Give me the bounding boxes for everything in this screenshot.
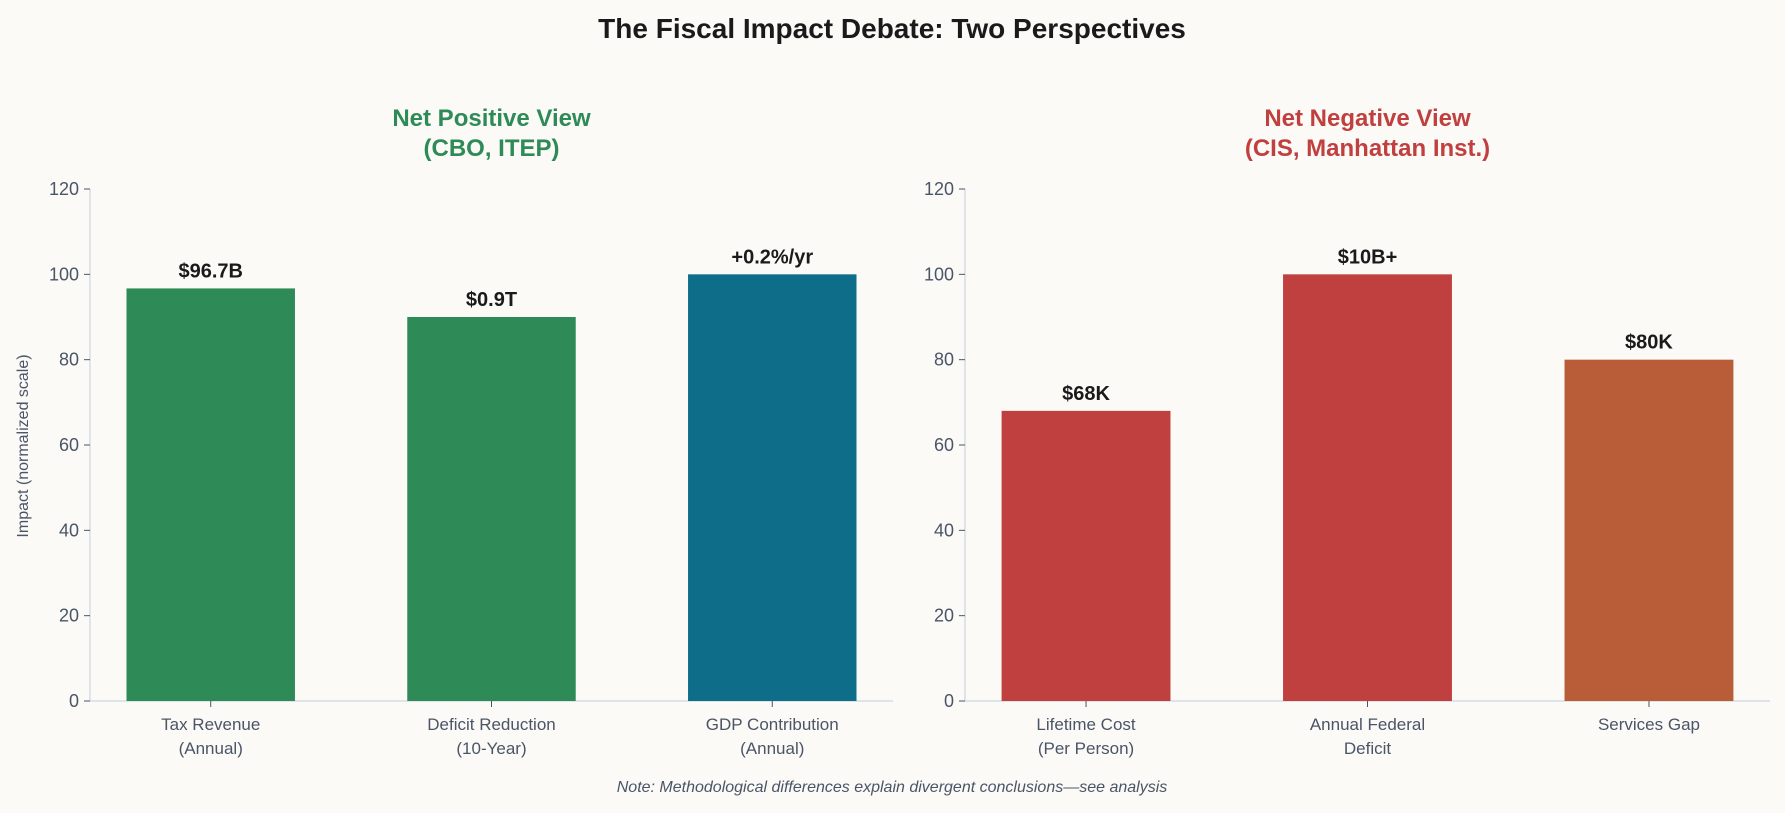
- bar-value-label: $0.9T: [466, 289, 517, 311]
- x-tick-label: Annual Federal: [1310, 715, 1425, 734]
- x-tick-label: (Annual): [740, 739, 804, 758]
- bar-value-label: $96.7B: [178, 260, 243, 282]
- x-tick-label: Deficit: [1344, 739, 1392, 758]
- y-tick-label: 80: [59, 350, 79, 370]
- bar-value-label: $68K: [1062, 383, 1110, 405]
- chart-title: The Fiscal Impact Debate: Two Perspectiv…: [598, 13, 1186, 44]
- bar: [407, 317, 576, 701]
- y-tick-label: 80: [934, 350, 954, 370]
- x-tick-label: (Annual): [179, 739, 243, 758]
- bar: [126, 288, 295, 701]
- y-tick-label: 0: [69, 691, 79, 711]
- y-tick-label: 60: [59, 435, 79, 455]
- bar-value-label: +0.2%/yr: [731, 246, 813, 268]
- footnote: Note: Methodological differences explain…: [617, 779, 1168, 796]
- bar-value-label: $10B+: [1338, 246, 1398, 268]
- y-tick-label: 0: [944, 691, 954, 711]
- y-tick-label: 120: [924, 179, 954, 199]
- x-tick-label: Deficit Reduction: [427, 715, 556, 734]
- y-tick-label: 100: [49, 264, 79, 284]
- bar: [688, 274, 857, 701]
- x-tick-label: Tax Revenue: [161, 715, 260, 734]
- panel-title-line: (CIS, Manhattan Inst.): [1245, 135, 1490, 162]
- y-tick-label: 60: [934, 435, 954, 455]
- bar: [1564, 359, 1734, 701]
- panel-title-line: Net Positive View: [392, 105, 591, 132]
- y-tick-label: 20: [934, 606, 954, 626]
- x-tick-label: (10-Year): [456, 739, 526, 758]
- y-tick-label: 40: [934, 520, 954, 540]
- panel-title-line: (CBO, ITEP): [424, 135, 560, 162]
- x-tick-label: Lifetime Cost: [1036, 715, 1135, 734]
- y-tick-label: 40: [59, 520, 79, 540]
- x-tick-label: Services Gap: [1598, 715, 1700, 734]
- bar-value-label: $80K: [1625, 332, 1673, 354]
- y-tick-label: 120: [49, 179, 79, 199]
- bar: [1283, 274, 1452, 701]
- panel-title-line: Net Negative View: [1264, 105, 1471, 132]
- x-tick-label: GDP Contribution: [706, 715, 839, 734]
- y-tick-label: 20: [59, 606, 79, 626]
- x-tick-label: (Per Person): [1038, 739, 1134, 758]
- y-axis-label: Impact (normalized scale): [15, 354, 32, 537]
- y-tick-label: 100: [924, 264, 954, 284]
- bar: [1001, 410, 1171, 701]
